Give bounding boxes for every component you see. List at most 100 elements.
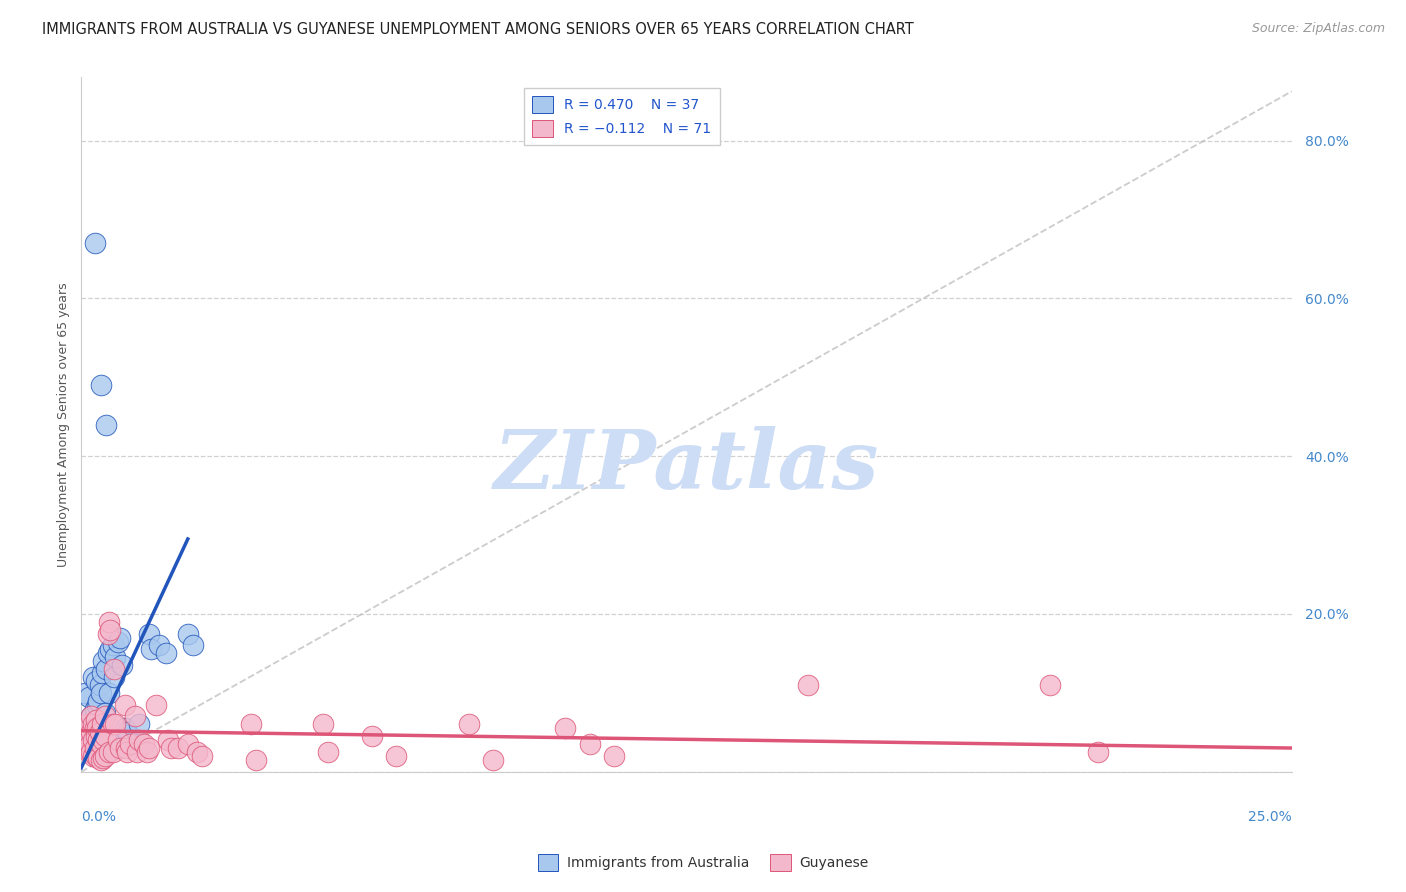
Y-axis label: Unemployment Among Seniors over 65 years: Unemployment Among Seniors over 65 years [58, 282, 70, 567]
Point [86, 721, 108, 735]
Text: 0.0%: 0.0% [82, 810, 117, 824]
Point [134, 737, 156, 751]
Point [108, 741, 131, 756]
Point [90, 378, 112, 392]
Point [80, 709, 103, 723]
Point [103, 662, 125, 676]
Point [91, 654, 114, 668]
Point [82, 733, 104, 747]
Point [101, 717, 124, 731]
Point [239, 717, 262, 731]
Point [135, 745, 157, 759]
Point [360, 729, 382, 743]
Point [108, 631, 131, 645]
Point [93, 748, 115, 763]
Point [80, 709, 103, 723]
Point [98, 642, 121, 657]
Point [117, 745, 139, 759]
Point [141, 642, 163, 657]
Point [94, 417, 117, 432]
Point [87, 694, 110, 708]
Point [82, 748, 104, 763]
Point [89, 678, 111, 692]
Point [155, 646, 177, 660]
Point [80, 725, 103, 739]
Point [87, 733, 110, 747]
Point [457, 717, 479, 731]
Point [103, 670, 125, 684]
Text: ZIPatlas: ZIPatlas [494, 426, 879, 507]
Point [603, 748, 626, 763]
Point [75, 733, 97, 747]
Point [578, 737, 600, 751]
Point [138, 741, 160, 756]
Text: 25.0%: 25.0% [1249, 810, 1292, 824]
Point [554, 721, 576, 735]
Point [94, 662, 117, 676]
Point [84, 748, 107, 763]
Point [83, 236, 105, 251]
Point [177, 737, 200, 751]
Point [1039, 678, 1062, 692]
Point [114, 733, 136, 747]
Point [77, 729, 100, 743]
Point [93, 706, 115, 720]
Point [98, 623, 121, 637]
Point [86, 698, 108, 712]
Point [191, 748, 214, 763]
Point [101, 745, 124, 759]
Point [148, 639, 170, 653]
Point [90, 717, 112, 731]
Point [312, 717, 335, 731]
Point [160, 741, 183, 756]
Point [107, 733, 129, 747]
Point [181, 639, 204, 653]
Point [80, 745, 103, 759]
Point [482, 753, 505, 767]
Point [118, 737, 141, 751]
Point [157, 733, 180, 747]
Point [80, 717, 103, 731]
Point [83, 741, 105, 756]
Point [316, 745, 339, 759]
Point [114, 721, 136, 735]
Point [117, 725, 139, 739]
Point [186, 745, 208, 759]
Point [90, 753, 112, 767]
Point [97, 646, 120, 660]
Point [1087, 745, 1109, 759]
Point [385, 748, 408, 763]
Point [93, 729, 115, 743]
Point [91, 733, 114, 747]
Point [82, 717, 104, 731]
Point [84, 673, 107, 688]
Text: IMMIGRANTS FROM AUSTRALIA VS GUYANESE UNEMPLOYMENT AMONG SENIORS OVER 65 YEARS C: IMMIGRANTS FROM AUSTRALIA VS GUYANESE UN… [42, 22, 914, 37]
Point [97, 626, 120, 640]
Point [124, 709, 146, 723]
Legend: Immigrants from Australia, Guyanese: Immigrants from Australia, Guyanese [531, 848, 875, 876]
Point [87, 750, 110, 764]
Point [82, 670, 104, 684]
Point [89, 725, 111, 739]
Point [79, 737, 101, 751]
Point [98, 745, 121, 759]
Point [93, 709, 115, 723]
Point [77, 690, 100, 704]
Point [111, 658, 134, 673]
Point [114, 741, 136, 756]
Text: Source: ZipAtlas.com: Source: ZipAtlas.com [1251, 22, 1385, 36]
Point [245, 753, 267, 767]
Point [84, 729, 107, 743]
Point [91, 750, 114, 764]
Point [76, 717, 98, 731]
Point [145, 698, 167, 712]
Legend: R = 0.470    N = 37, R = −0.112    N = 71: R = 0.470 N = 37, R = −0.112 N = 71 [524, 87, 720, 145]
Point [796, 678, 818, 692]
Point [125, 745, 148, 759]
Point [104, 650, 127, 665]
Point [98, 686, 121, 700]
Point [98, 615, 121, 629]
Point [128, 717, 150, 731]
Point [75, 686, 97, 700]
Point [73, 725, 96, 739]
